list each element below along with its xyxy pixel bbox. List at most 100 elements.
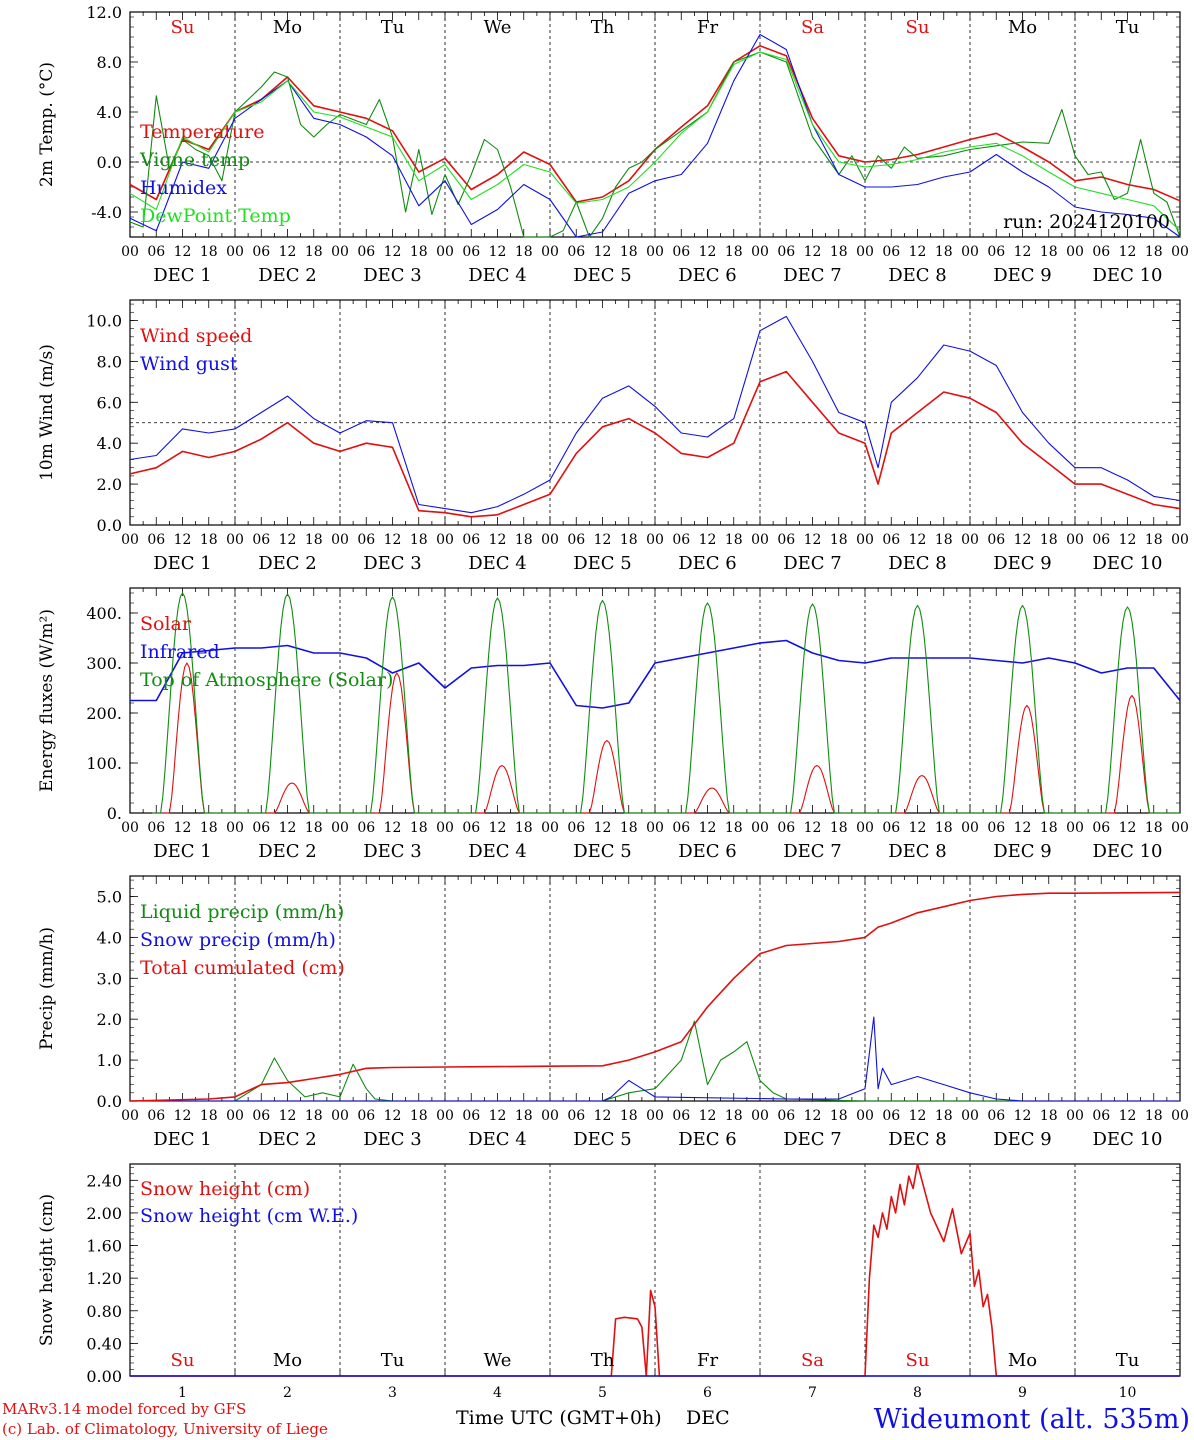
x-tick-label: 06 [987, 820, 1005, 836]
y-axis-label: Energy fluxes (W/m²) [37, 609, 57, 792]
x-tick-label: 12 [594, 244, 612, 260]
x-tick-label: 18 [935, 532, 953, 548]
weekday-label: Mo [1008, 1350, 1037, 1371]
x-tick-label: 00 [1171, 244, 1189, 260]
x-tick-label: 00 [436, 1108, 454, 1124]
model-credit: MARv3.14 model forced by GFS [2, 1400, 246, 1418]
date-label: DEC 6 [678, 553, 737, 574]
x-axis-label: Time UTC (GMT+0h) [456, 1407, 662, 1429]
x-tick-label: 06 [1092, 244, 1110, 260]
date-label: DEC 1 [153, 841, 212, 862]
x-tick-label: 18 [1145, 532, 1163, 548]
x-tick-label: 06 [1092, 532, 1110, 548]
weekday-label: Mo [1008, 17, 1037, 38]
date-label: DEC 3 [363, 1129, 422, 1150]
x-tick-label: 00 [751, 820, 769, 836]
x-tick-label: 12 [489, 820, 507, 836]
x-tick-label: 06 [672, 244, 690, 260]
lab-credit: (c) Lab. of Climatology, University of L… [2, 1420, 328, 1438]
x-tick-label: 00 [1066, 820, 1084, 836]
y-tick-label: 2.40 [86, 1171, 122, 1190]
x-tick-label: 18 [200, 532, 218, 548]
y-tick-label: 6.0 [97, 393, 122, 412]
date-label: DEC 7 [783, 553, 842, 574]
x-tick-label: 12 [384, 244, 402, 260]
x-tick-label: 18 [620, 532, 638, 548]
x-tick-label: 06 [147, 1108, 165, 1124]
x-tick-label: 06 [462, 244, 480, 260]
x-tick-label: 06 [567, 1108, 585, 1124]
x-tick-label: 00 [646, 244, 664, 260]
x-tick-label: 18 [410, 820, 428, 836]
y-tick-label: 300. [86, 654, 122, 673]
day-number: 8 [913, 1385, 922, 1401]
station-title: Wideumont (alt. 535m) [874, 1404, 1190, 1435]
x-tick-label: 12 [909, 532, 927, 548]
x-tick-label: 00 [1066, 244, 1084, 260]
x-tick-label: 06 [987, 244, 1005, 260]
day-number: 2 [283, 1385, 292, 1401]
x-tick-label: 18 [515, 244, 533, 260]
date-label: DEC 7 [783, 1129, 842, 1150]
x-tick-label: 00 [436, 820, 454, 836]
legend-entry: Wind speed [140, 325, 252, 347]
run-label: run: 2024120100 [1003, 211, 1170, 233]
weekday-label: Tu [1116, 17, 1140, 38]
x-tick-label: 06 [147, 532, 165, 548]
y-tick-label: 100. [86, 754, 122, 773]
x-tick-label: 12 [174, 244, 192, 260]
day-number: 5 [598, 1385, 607, 1401]
weekday-label: We [484, 1350, 512, 1371]
date-label: DEC 8 [888, 553, 947, 574]
x-tick-label: 18 [620, 1108, 638, 1124]
x-tick-label: 18 [725, 244, 743, 260]
x-tick-label: 12 [489, 244, 507, 260]
x-tick-label: 12 [804, 244, 822, 260]
y-tick-label: 10.0 [86, 311, 122, 330]
x-tick-label: 18 [305, 1108, 323, 1124]
y-tick-label: 2.0 [97, 475, 122, 494]
x-tick-label: 06 [1092, 1108, 1110, 1124]
series-line [151, 592, 1180, 814]
x-tick-label: 12 [174, 532, 192, 548]
x-tick-label: 18 [1040, 532, 1058, 548]
y-tick-label: 0.0 [97, 516, 122, 535]
x-tick-label: 18 [305, 532, 323, 548]
day-number: 3 [388, 1385, 397, 1401]
weekday-label: Su [906, 17, 930, 38]
x-tick-label: 06 [462, 1108, 480, 1124]
x-tick-label: 00 [331, 244, 349, 260]
x-tick-label: 00 [751, 532, 769, 548]
x-tick-label: 18 [1145, 1108, 1163, 1124]
x-tick-label: 12 [1119, 1108, 1137, 1124]
y-tick-label: 1.60 [86, 1237, 122, 1256]
date-label: DEC 4 [468, 1129, 527, 1150]
x-tick-label: 12 [384, 1108, 402, 1124]
x-tick-label: 12 [1014, 244, 1032, 260]
x-tick-label: 18 [305, 820, 323, 836]
x-tick-label: 00 [331, 1108, 349, 1124]
x-tick-label: 00 [961, 1108, 979, 1124]
x-tick-label: 18 [830, 244, 848, 260]
panel-5: 1 2 3 4 5 6 7 8 9 10 0.00 0.40 0.80 1.20 1.60 2.00 2.40 S… [37, 1163, 1181, 1401]
x-tick-label: 12 [1119, 820, 1137, 836]
weekday-label: We [484, 17, 512, 38]
x-tick-label: 06 [987, 1108, 1005, 1124]
weekday-label: Th [591, 1350, 615, 1371]
y-tick-label: 4.0 [97, 434, 122, 453]
x-tick-label: 12 [699, 244, 717, 260]
x-tick-label: 00 [226, 1108, 244, 1124]
weekday-label: Tu [1116, 1350, 1140, 1371]
x-tick-label: 00 [1171, 820, 1189, 836]
y-axis-label: Snow height (cm) [37, 1194, 57, 1346]
x-tick-label: 18 [410, 244, 428, 260]
legend-entry: Snow precip (mm/h) [140, 929, 336, 951]
x-tick-label: 06 [252, 532, 270, 548]
x-tick-label: 00 [1066, 1108, 1084, 1124]
x-tick-label: 06 [882, 1108, 900, 1124]
y-axis-label: Precip (mm/h) [37, 927, 57, 1050]
date-label: DEC 7 [783, 265, 842, 286]
x-tick-label: 06 [357, 532, 375, 548]
x-tick-label: 06 [357, 820, 375, 836]
